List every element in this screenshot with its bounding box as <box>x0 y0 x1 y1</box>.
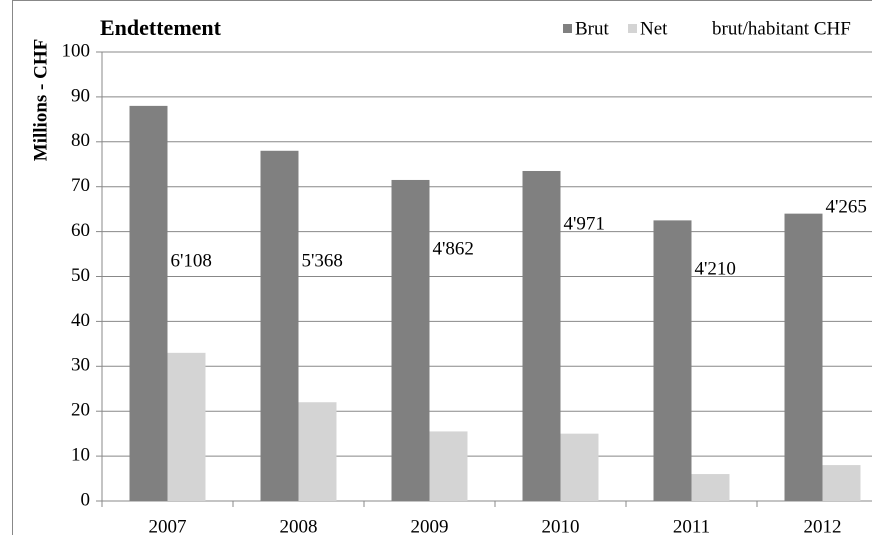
data-label: 5'368 <box>302 250 343 271</box>
y-tick-label: 60 <box>71 220 90 241</box>
bar <box>822 465 861 501</box>
chart-frame <box>12 0 872 535</box>
bar <box>429 431 468 501</box>
bar <box>691 474 730 501</box>
x-tick-label: 2011 <box>673 516 710 535</box>
y-tick-label: 0 <box>81 489 91 510</box>
bar <box>260 150 299 501</box>
y-tick-label: 80 <box>71 130 90 151</box>
bar <box>129 105 168 501</box>
data-label: 4'210 <box>695 258 736 279</box>
bar <box>784 213 823 501</box>
x-tick-label: 2009 <box>411 516 449 535</box>
x-tick-label: 2012 <box>804 516 842 535</box>
y-tick-label: 50 <box>71 265 90 286</box>
legend-swatch <box>628 24 637 33</box>
bar <box>560 433 599 501</box>
y-tick-label: 90 <box>71 85 90 106</box>
data-label: 6'108 <box>171 250 212 271</box>
bar <box>298 402 337 501</box>
y-tick-label: 40 <box>71 310 90 331</box>
y-axis-label: Millions - CHF <box>30 39 51 161</box>
chart-title: Endettement <box>100 15 222 40</box>
legend-label: Net <box>640 18 668 39</box>
legend-swatch <box>563 24 572 33</box>
bar <box>653 220 692 501</box>
y-tick-label: 30 <box>71 355 90 376</box>
legend-label: Brut <box>575 18 610 39</box>
x-tick-label: 2010 <box>542 516 580 535</box>
legend-label: brut/habitant CHF <box>712 18 851 39</box>
data-label: 4'971 <box>564 213 605 234</box>
bar <box>167 352 206 501</box>
y-tick-label: 20 <box>71 400 90 421</box>
y-tick-label: 70 <box>71 175 90 196</box>
bar <box>522 170 561 502</box>
x-tick-label: 2008 <box>280 516 318 535</box>
data-label: 4'862 <box>433 238 474 259</box>
x-tick-label: 2007 <box>149 516 187 535</box>
bar <box>391 179 430 501</box>
data-label: 4'265 <box>826 196 867 217</box>
y-tick-label: 10 <box>71 444 90 465</box>
y-tick-label: 100 <box>62 40 91 61</box>
